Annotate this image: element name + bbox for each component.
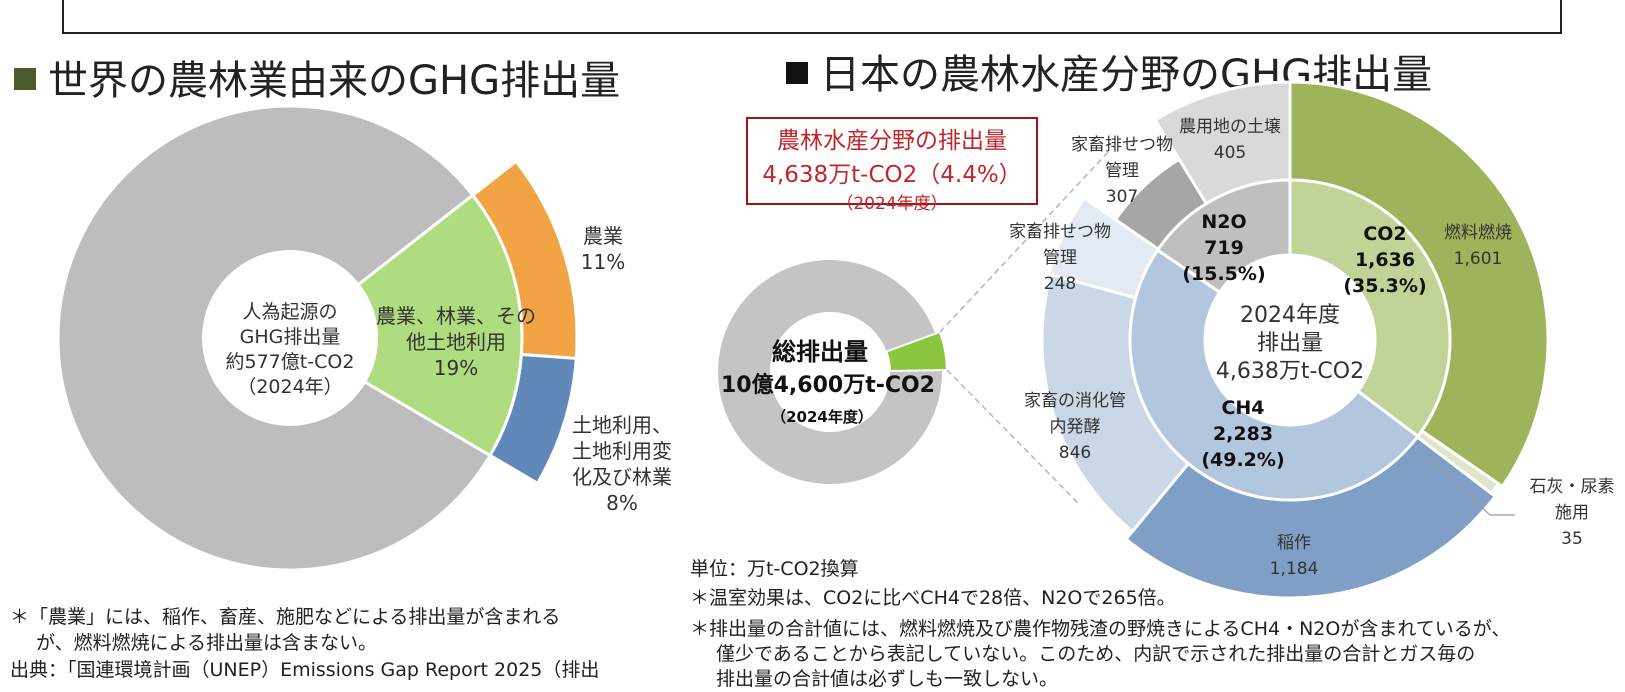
connector-line-top [939,149,1111,333]
unit-note: 単位：万t-CO2換算 [690,558,859,580]
manure-n2o-label: 家畜排せつ物管理 307 [1071,135,1173,207]
sector-emission-callout: 農林水産分野の排出量 4,638万t-CO2（4.4%） （2024年度） [746,117,1038,214]
fuel-label: 燃料燃焼 1,601 [1444,223,1512,269]
gwp-note: ＊温室効果は、CO2に比べCH4で28倍、N2Oで265倍。 [690,587,1176,609]
total-note-line1: ＊排出量の合計値には、燃料燃焼及び農作物残渣の野焼きによるCH4・N2Oが含まれ… [690,618,1511,640]
donut-center-hole [770,312,890,432]
afolu-label: 農業、林業、その他土地利用 19% [376,304,536,380]
square-bullet-icon [786,62,808,84]
total-year: （2024年度） [771,408,873,426]
callout-value: 4,638万t-CO2（4.4%） [762,162,1022,188]
world-total-label: 人為起源の GHG排出量約577億t-CO2 （2024年） [226,301,355,398]
japan-total-label: 2024年度排出量 4,638万t-CO2 [1216,303,1364,384]
header-frame [62,0,1562,34]
total-value: 10億4,600万t-CO2 [721,372,935,398]
pie-slice-land-use [488,352,578,486]
donut-slice-other [718,260,942,485]
manure-ch4-label: 家畜排せつ物管理 248 [1009,222,1111,294]
connector-line-bottom [946,369,1081,506]
rice-label: 稲作 1,184 [1270,533,1319,579]
soil-label: 農用地の土壌 405 [1179,117,1281,163]
donut-center-hole [1205,255,1375,425]
world-ghg-pie: 人為起源の GHG排出量約577億t-CO2 （2024年） 農業、林業、その他土地利… [56,104,672,572]
callout-title: 農林水産分野の排出量 [777,128,1007,154]
agri-note-line1: ＊「農業」には、稲作、畜産、施肥などによる排出量が含まれる [10,606,561,628]
callout-year: （2024年度） [836,194,948,214]
source-note: 出典：「国連環境計画（UNEP）Emissions Gap Report 202… [10,659,600,681]
n2o-label: N2O 719 (15.5%) [1182,211,1265,285]
total-note-line2: 僅少であることから表記していない。このため、内訳で示された排出量の合計とガス毎の [716,643,1476,665]
total-note-line3: 排出量の合計値は必ずしも一致しない。 [716,668,1059,690]
ch4-label: CH4 2,283 (49.2%) [1201,397,1284,471]
square-bullet-icon [14,68,36,90]
total-emission-donut: 総排出量 10億4,600万t-CO2 （2024年度） [718,149,1111,506]
co2-label: CO2 1,636 (35.3%) [1343,223,1426,297]
agri-note-line2: が、燃料燃焼による排出量は含まない。 [36,632,378,654]
land-use-label: 土地利用、土地利用変化及び林業 8% [572,413,672,515]
pie-center-hole [202,250,378,426]
enteric-label: 家畜の消化管内発酵 846 [1024,391,1126,463]
left-section-title: 世界の農林業由来のGHG排出量 [14,48,620,106]
total-title: 総排出量 [772,338,868,366]
lime-urea-label: 石灰・尿素施用 35 [1530,477,1615,549]
lime-leader-line [1431,459,1515,516]
agriculture-label: 農業 11% [581,224,625,274]
